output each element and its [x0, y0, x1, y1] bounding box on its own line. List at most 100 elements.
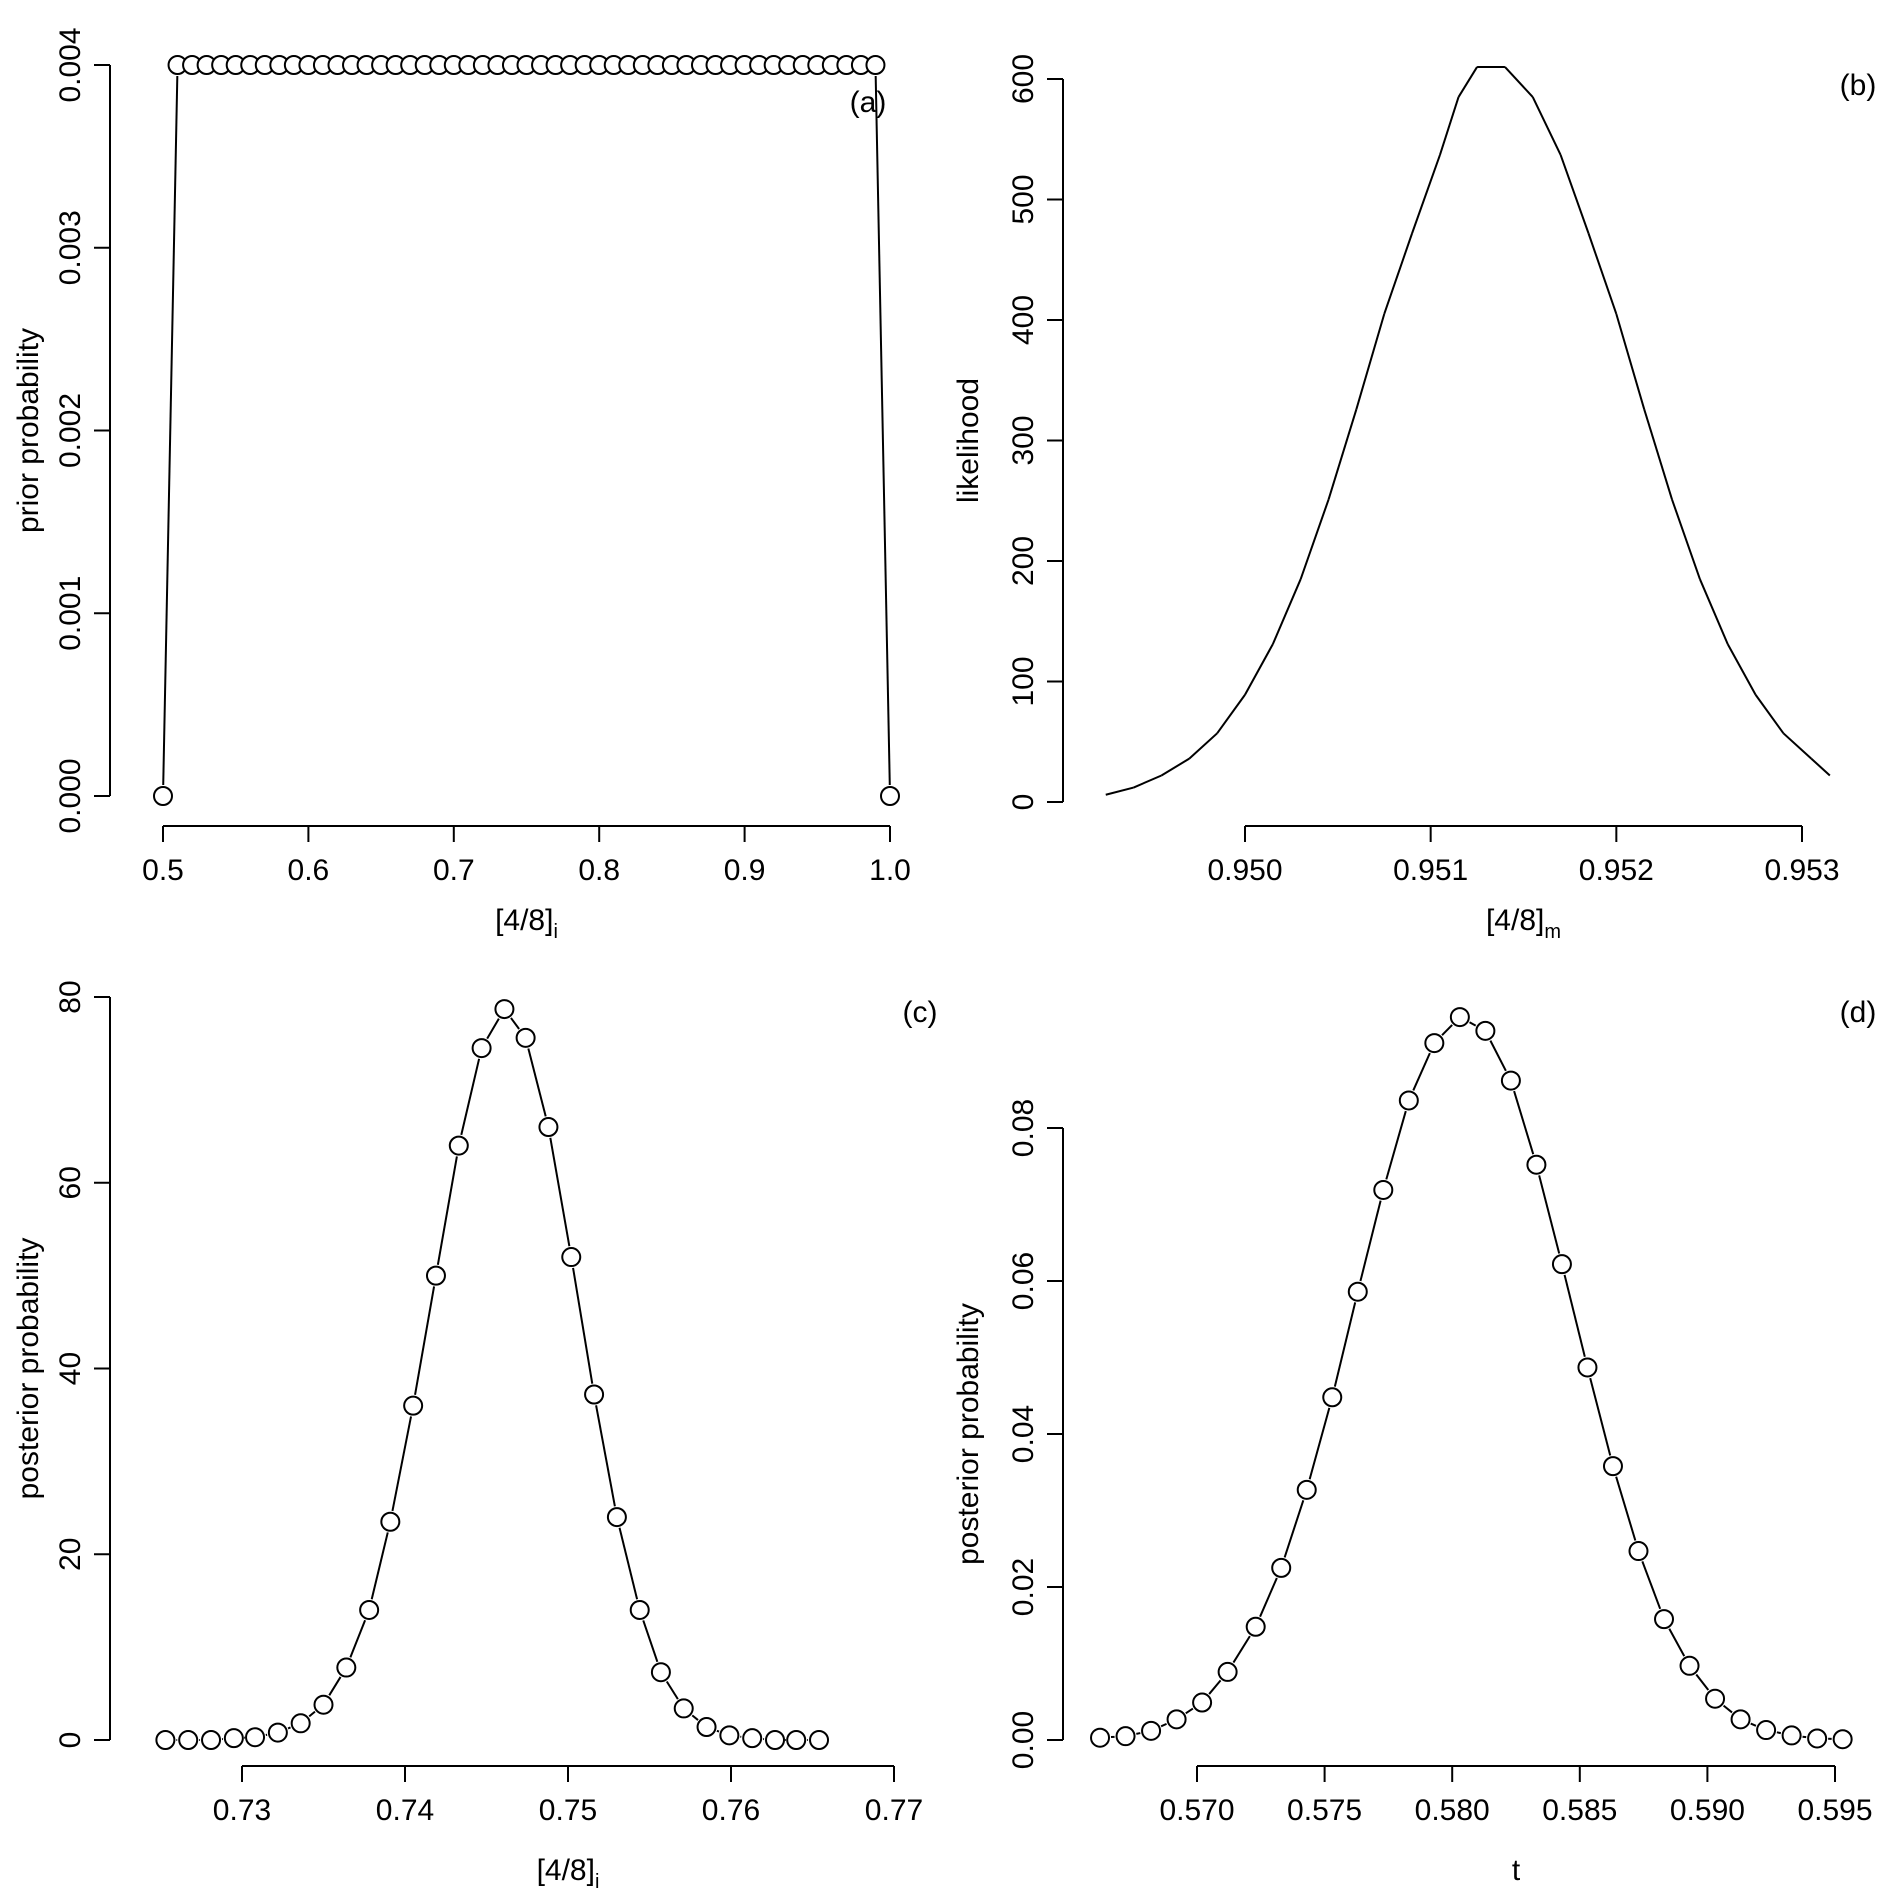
series-segment	[1259, 1577, 1278, 1618]
y-tick-label: 400	[1007, 295, 1040, 345]
data-point	[696, 1716, 717, 1737]
series-segment	[436, 1156, 458, 1265]
data-point	[1424, 1033, 1445, 1054]
x-tick-label: 0.590	[1670, 1794, 1745, 1827]
series-segment	[1782, 732, 1812, 760]
x-axis-title: [4/8]i	[495, 904, 558, 943]
data-point	[1807, 1728, 1828, 1749]
series-segment	[716, 1729, 720, 1733]
series-segment	[510, 1017, 520, 1030]
series-segment	[1750, 1722, 1757, 1727]
data-point	[1730, 1709, 1751, 1730]
y-tick-label: 40	[54, 1352, 87, 1385]
data-point	[880, 786, 900, 806]
series-segment	[370, 1532, 389, 1600]
series-segment	[1333, 1302, 1357, 1387]
data-point	[1347, 1281, 1368, 1302]
series-segment	[1538, 1175, 1561, 1254]
series-segment	[1722, 1704, 1733, 1714]
x-tick-label: 0.75	[539, 1794, 597, 1827]
series-segment	[1643, 408, 1673, 500]
y-tick-label: 0.002	[54, 393, 87, 468]
series-segment	[1327, 408, 1358, 500]
x-tick-label: 0.570	[1159, 1794, 1234, 1827]
series-segment	[642, 1620, 659, 1663]
x-tick-label: 0.73	[213, 1794, 271, 1827]
series-segment	[1160, 1722, 1167, 1728]
data-point	[1551, 1254, 1572, 1275]
data-point	[1296, 1479, 1317, 1500]
y-tick-label: 0	[1007, 794, 1040, 811]
x-tick-label: 0.575	[1287, 1794, 1362, 1827]
series-segment	[1698, 578, 1729, 645]
x-tick-label: 0.595	[1797, 1794, 1872, 1827]
data-point	[584, 1384, 605, 1405]
data-point	[1832, 1729, 1853, 1750]
y-axis-title: posterior probability	[952, 1303, 985, 1565]
data-point	[650, 1662, 671, 1683]
y-tick-label: 200	[1007, 536, 1040, 586]
data-point	[865, 55, 886, 75]
series-segment	[1232, 1635, 1251, 1664]
series-segment	[1271, 578, 1302, 645]
x-tick-label: 0.953	[1764, 854, 1839, 887]
x-axis-title-subscript: i	[595, 1871, 599, 1893]
x-tick-label: 0.580	[1415, 1794, 1490, 1827]
data-point	[1475, 1020, 1496, 1041]
data-point	[673, 1698, 694, 1719]
y-tick-label: 300	[1007, 415, 1040, 465]
data-point	[1756, 1720, 1777, 1741]
series-segment	[1754, 694, 1785, 734]
y-tick-label: 0.02	[1007, 1558, 1040, 1616]
data-point	[719, 1725, 740, 1746]
series-segment	[572, 1267, 594, 1384]
series-segment	[1695, 1673, 1710, 1691]
series-segment	[1185, 1707, 1194, 1715]
data-point	[336, 1657, 357, 1678]
data-point	[153, 786, 173, 806]
y-tick-label: 0.00	[1007, 1711, 1040, 1769]
series-segment	[287, 1726, 291, 1730]
x-tick-label: 0.950	[1207, 854, 1282, 887]
data-point	[1271, 1557, 1292, 1578]
x-axis-title: [4/8]m	[1486, 904, 1561, 943]
data-point	[809, 1730, 830, 1750]
series-segment	[1160, 757, 1190, 777]
x-axis-title-subscript: m	[1544, 921, 1561, 943]
x-tick-label: 0.585	[1542, 1794, 1617, 1827]
series-segment	[1668, 1628, 1686, 1657]
series-segment	[1244, 643, 1274, 696]
series-segment	[1385, 1110, 1407, 1180]
data-point	[267, 1722, 288, 1743]
y-tick-label: 0.06	[1007, 1252, 1040, 1310]
x-tick-label: 0.9	[724, 854, 766, 887]
data-point	[786, 1730, 807, 1750]
x-tick-label: 0.7	[433, 854, 475, 887]
data-point	[1090, 1727, 1111, 1748]
y-axis-title: posterior probability	[12, 1238, 45, 1500]
y-tick-label: 0.003	[54, 210, 87, 285]
data-point	[155, 1730, 176, 1750]
series-segment	[1615, 313, 1646, 410]
series-segment	[1441, 1024, 1453, 1036]
series-segment	[460, 1058, 481, 1136]
chart-panel: 0.73 0.74 0.75 0.76 0.77 0 20 40 60 80 [4/8]i poste…	[12, 980, 937, 1893]
y-tick-label: 0.04	[1007, 1405, 1040, 1463]
series-segment	[1671, 499, 1701, 580]
series-segment	[595, 1405, 616, 1507]
data-point	[1449, 1007, 1470, 1028]
data-point	[1115, 1726, 1136, 1747]
x-tick-label: 0.6	[288, 854, 330, 887]
y-tick-label: 0.000	[54, 758, 87, 833]
data-point	[561, 1247, 582, 1268]
series-segment	[1563, 1274, 1586, 1358]
y-tick-label: 0.001	[54, 576, 87, 651]
series-segment	[1188, 732, 1218, 760]
series-segment	[1810, 757, 1831, 777]
series-segment	[486, 1018, 500, 1040]
series-segment	[691, 1714, 699, 1721]
data-point	[1398, 1090, 1419, 1111]
series-segment	[1531, 96, 1562, 156]
x-tick-label: 0.951	[1393, 854, 1468, 887]
